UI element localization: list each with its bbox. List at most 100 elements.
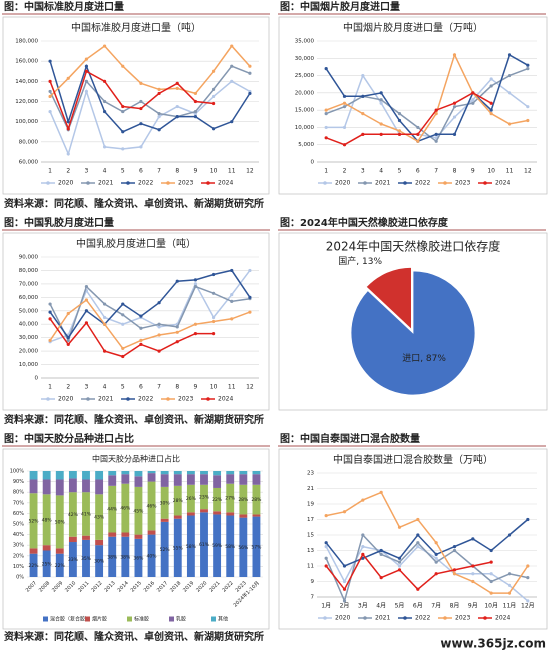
series-line — [49, 70, 214, 131]
point — [324, 564, 328, 568]
y-tick-label: 10,000 — [19, 362, 39, 368]
point — [489, 579, 493, 584]
point — [379, 548, 383, 553]
point — [416, 139, 420, 143]
point — [379, 101, 383, 105]
legend-label: 2023 — [178, 180, 193, 187]
bar-segment — [42, 471, 51, 480]
legend-marker — [206, 181, 210, 185]
x-tick-label: 10 — [210, 384, 218, 391]
point — [452, 545, 457, 549]
y-tick-label: 120,000 — [15, 99, 38, 105]
x-tick-label: 11 — [228, 168, 236, 175]
value-label: 48% — [42, 517, 53, 523]
point — [157, 301, 161, 305]
point — [507, 53, 512, 57]
bar-segment — [121, 532, 130, 537]
bar-segment — [42, 479, 51, 495]
chart-frame — [278, 16, 548, 195]
bar-segment — [239, 517, 248, 577]
x-tick-label: 8 — [175, 168, 179, 175]
point — [489, 101, 493, 105]
point — [342, 125, 347, 130]
bar-segment — [55, 471, 64, 480]
point — [66, 338, 70, 342]
point — [342, 564, 347, 568]
x-tick-label: 1 — [48, 384, 52, 391]
x-tick-label: 5 — [121, 168, 125, 175]
point — [230, 317, 234, 321]
point — [193, 332, 198, 336]
legend-marker — [126, 181, 130, 185]
point — [230, 293, 234, 297]
bar-segment — [173, 485, 182, 516]
legend-swatch — [43, 616, 48, 622]
point — [324, 67, 328, 71]
value-label: 26% — [186, 496, 197, 502]
point — [121, 109, 125, 114]
point — [84, 309, 89, 313]
y-tick-label: 100,000 — [15, 119, 38, 125]
bar-segment — [68, 478, 77, 493]
y-tick-label: 90% — [13, 479, 24, 485]
point — [121, 147, 125, 151]
y-tick-label: 0 — [35, 376, 39, 382]
value-label: 35% — [81, 556, 92, 562]
point — [102, 99, 107, 104]
bar-segment — [134, 486, 143, 535]
bar-segment — [95, 471, 104, 480]
point — [121, 302, 125, 306]
value-label: 41% — [81, 511, 92, 517]
point — [397, 132, 402, 136]
point — [121, 104, 125, 109]
point — [121, 313, 125, 317]
bar-segment — [121, 471, 130, 475]
series-line — [49, 285, 251, 343]
bar-segment — [160, 474, 169, 487]
point — [175, 340, 179, 344]
point — [526, 67, 530, 71]
chart-frame — [2, 16, 270, 195]
point — [102, 315, 107, 320]
legend-marker — [323, 616, 327, 620]
x-tick-label: 4 — [103, 384, 107, 391]
value-label: 52% — [29, 518, 40, 524]
x-tick-label: 10 — [487, 168, 495, 175]
point — [193, 322, 198, 326]
point — [489, 572, 493, 576]
x-tick-label: 8 — [453, 168, 457, 175]
x-tick-label: 5月 — [395, 603, 405, 610]
series-line — [325, 533, 528, 604]
chart-title: 中国天胶分品种进口占比 — [92, 454, 180, 464]
point — [379, 552, 383, 556]
legend-swatch — [127, 616, 132, 622]
point — [434, 112, 438, 116]
point — [157, 349, 161, 353]
y-tick-label: 20% — [13, 553, 24, 559]
y-tick-label: 25,000 — [295, 73, 315, 79]
panel-header: 图：中国烟片胶月度进口量 — [280, 0, 400, 13]
legend-marker — [323, 181, 327, 185]
bar-segment — [213, 511, 222, 515]
point — [230, 64, 234, 68]
bar-segment — [226, 483, 235, 513]
point — [84, 321, 89, 325]
point — [48, 79, 52, 83]
y-tick-label: 15 — [307, 533, 314, 539]
point — [526, 63, 530, 67]
point — [84, 284, 89, 289]
legend-label: 混合胶（复合胶） — [50, 616, 90, 623]
bar-segment — [239, 474, 248, 485]
point — [102, 145, 107, 149]
x-tick-label: 3 — [361, 168, 365, 175]
bar-segment — [82, 479, 90, 493]
point — [193, 278, 198, 282]
x-tick-label: 6 — [139, 168, 143, 175]
point — [66, 342, 70, 346]
point — [324, 545, 328, 549]
value-label: 36% — [133, 555, 144, 561]
point — [434, 552, 438, 556]
point — [416, 541, 420, 545]
point — [452, 101, 457, 105]
x-tick-label: 11 — [506, 168, 514, 175]
